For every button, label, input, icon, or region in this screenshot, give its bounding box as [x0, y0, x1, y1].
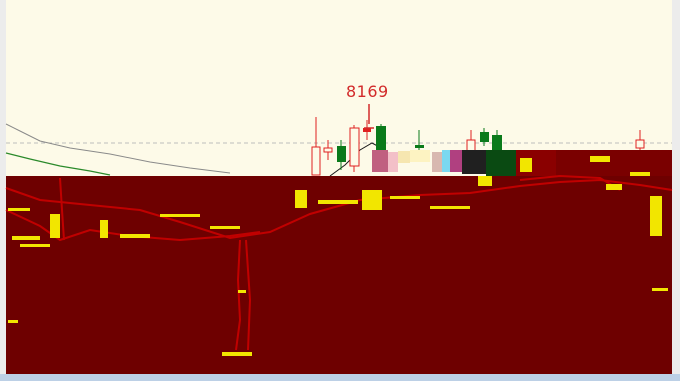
indicator-overlay-area[interactable] — [6, 176, 672, 374]
candle — [363, 120, 371, 140]
peak-arrow-icon — [364, 104, 374, 129]
overlay-color-blocks — [372, 150, 672, 176]
candle — [480, 128, 489, 146]
right-edge — [672, 0, 680, 374]
candle — [635, 130, 645, 152]
candle — [323, 140, 333, 160]
ma-line-green — [5, 152, 111, 176]
candle — [349, 125, 360, 172]
candle — [337, 140, 346, 170]
overlay-yellow-marks — [8, 156, 668, 356]
peak-price-label: 8169 — [346, 82, 389, 101]
bottom-scroll-strip[interactable] — [0, 374, 680, 381]
left-edge — [0, 0, 6, 374]
ma-line-gray — [5, 123, 231, 174]
candle — [311, 117, 321, 176]
